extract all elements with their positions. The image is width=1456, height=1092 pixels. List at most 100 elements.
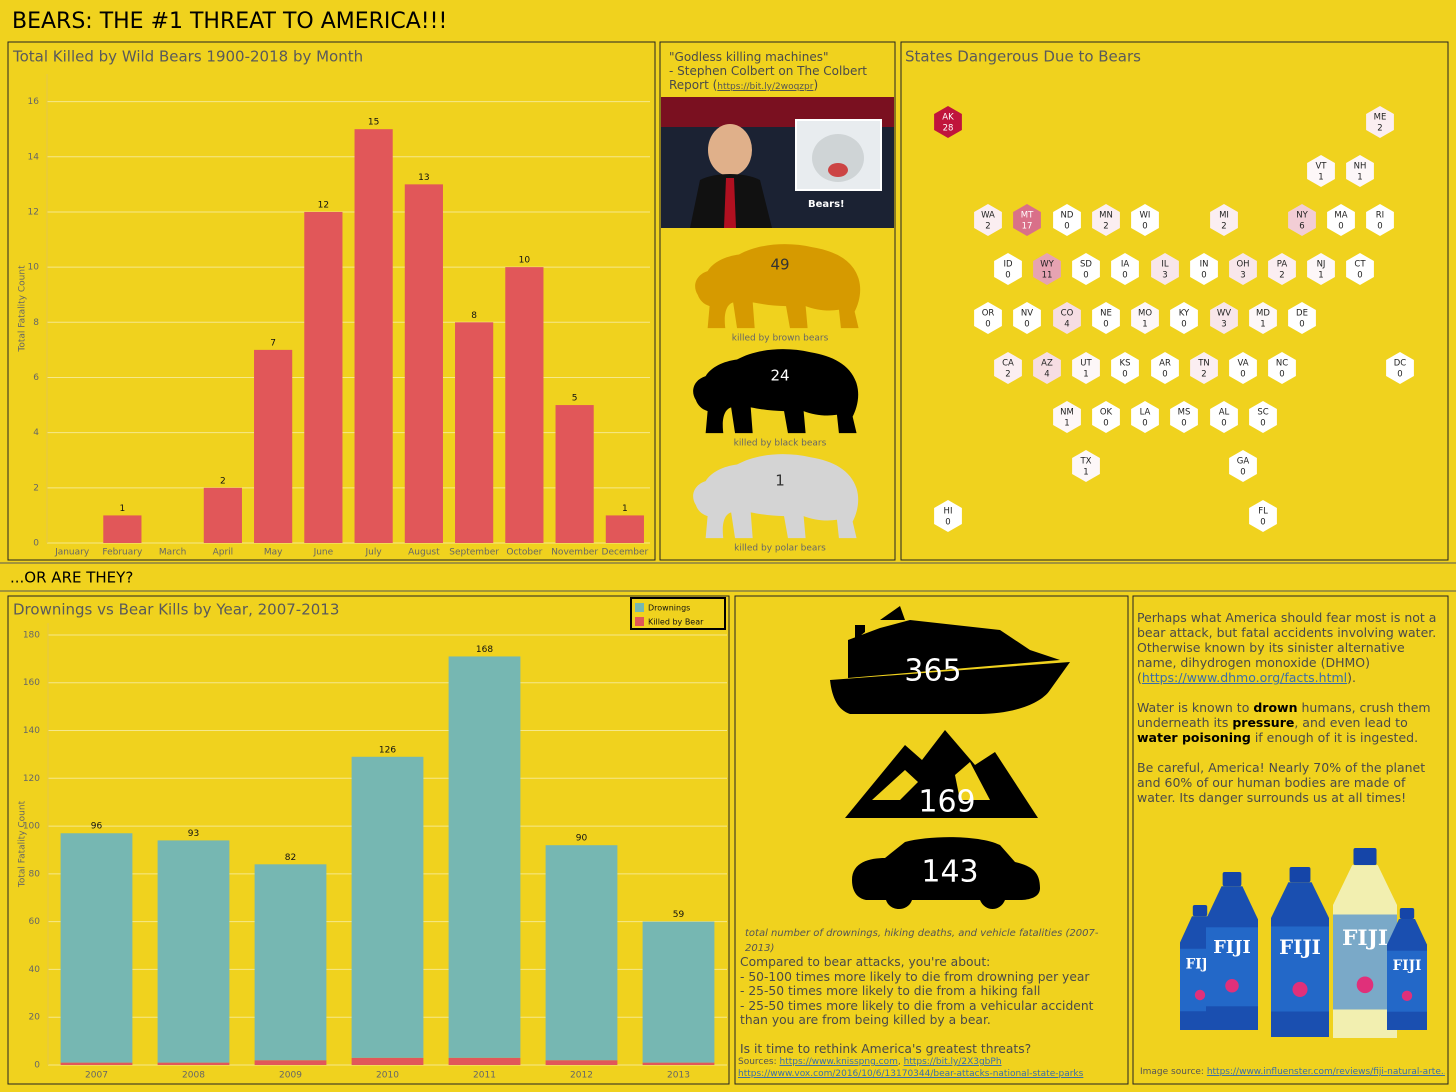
state-abbr: IL (1161, 260, 1169, 270)
bottle: FIJI (1206, 872, 1258, 1030)
x-tick-label: June (313, 548, 334, 558)
state-hex (974, 204, 1002, 236)
map-title: States Dangerous Due to Bears (905, 48, 1141, 66)
link[interactable]: https://www.dhmo.org/facts.html (1141, 670, 1348, 685)
state-hex (1013, 204, 1041, 236)
state-value: 0 (1122, 271, 1127, 281)
x-tick-label: 2012 (570, 1071, 593, 1081)
bar-segment (254, 864, 327, 1061)
state-hex (1346, 253, 1374, 285)
bar (505, 267, 544, 543)
y-tick-label: 12 (28, 207, 39, 217)
x-tick-label: September (449, 548, 499, 558)
bar-segment (351, 1057, 424, 1065)
state-hex (1013, 302, 1041, 334)
bear-silhouette (693, 454, 859, 539)
state-hex (1229, 253, 1257, 285)
state-abbr: MT (1021, 211, 1034, 221)
state-abbr: AK (942, 113, 954, 123)
threat-icons (830, 606, 1070, 909)
y-tick-label: 180 (23, 630, 40, 640)
x-tick-label: January (54, 548, 90, 558)
state-abbr: OH (1236, 260, 1249, 270)
state-abbr: NH (1354, 162, 1367, 172)
section-title: ...OR ARE THEY? (10, 569, 133, 587)
state-value: 3 (1162, 271, 1167, 281)
state-value: 2 (1201, 370, 1206, 380)
bear-label: killed by brown bears (732, 334, 829, 344)
data-label: 59 (673, 910, 685, 920)
y-tick-label: 4 (33, 428, 39, 438)
state-value: 0 (1240, 370, 1245, 380)
x-tick-label: 2010 (376, 1071, 399, 1081)
state-abbr: HI (944, 507, 953, 517)
bar-segment (254, 1060, 327, 1065)
state-value: 6 (1299, 222, 1304, 232)
sources: Sources: https://www.knisspng.com, https… (738, 1056, 1126, 1080)
threat-count: 169 (918, 785, 975, 820)
state-hex (1327, 204, 1355, 236)
quote: "Godless killing machines" - Stephen Col… (669, 50, 891, 94)
state-hex (1111, 352, 1139, 384)
state-abbr: NJ (1317, 260, 1326, 270)
image-source-link[interactable]: https://www.influenster.com/reviews/fiji… (1206, 1067, 1445, 1077)
x-tick-label: 2009 (279, 1071, 302, 1081)
state-abbr: AL (1219, 408, 1230, 418)
source-link[interactable]: https://www.knisspng.com (779, 1057, 898, 1067)
state-value: 1 (1083, 468, 1088, 478)
source-link[interactable]: https://www.vox.com/2016/10/6/13170344/b… (738, 1069, 1084, 1079)
bottle-band (1206, 927, 1258, 1007)
state-abbr: RI (1376, 211, 1384, 221)
data-label: 1 (120, 504, 126, 514)
state-abbr: DE (1296, 309, 1308, 319)
x-tick-label: May (264, 548, 283, 558)
source-link[interactable]: https://bit.ly/2X3gbPh (903, 1057, 1002, 1067)
state-abbr: ID (1003, 260, 1013, 270)
x-tick-label: November (551, 548, 598, 558)
legend-swatch (635, 617, 644, 626)
state-hex (934, 500, 962, 532)
bar-segment (351, 756, 424, 1058)
state-hex (1288, 204, 1316, 236)
bear-count: 1 (775, 472, 785, 490)
state-hex (1170, 401, 1198, 433)
state-hex (974, 302, 1002, 334)
bear-count: 49 (770, 256, 789, 274)
bottle-flower (1401, 990, 1413, 1002)
state-value: 0 (1299, 320, 1304, 330)
x-tick-label: February (102, 548, 143, 558)
paragraph: Water is known to drown humans, crush th… (1137, 700, 1443, 745)
quote-link[interactable]: https://bit.ly/2woqzpr (717, 82, 814, 92)
state-hex (1268, 253, 1296, 285)
y-tick-label: 80 (29, 869, 41, 879)
bar-segment (448, 656, 521, 1058)
text: if enough of it is ingested. (1250, 730, 1419, 745)
state-abbr: TN (1197, 359, 1210, 369)
state-abbr: IA (1121, 260, 1130, 270)
state-abbr: SC (1257, 408, 1268, 418)
threat-text: Compared to bear attacks, you're about: … (740, 955, 1120, 1056)
legend-swatch (635, 603, 644, 612)
state-hex (1190, 253, 1218, 285)
state-value: 11 (1042, 271, 1053, 281)
state-value: 0 (1122, 370, 1127, 380)
state-abbr: MA (1334, 211, 1347, 221)
threat-caption: total number of drownings, hiking deaths… (745, 928, 1099, 954)
bottle-band (1333, 914, 1397, 1010)
x-tick-label: August (408, 548, 440, 558)
state-abbr: WY (1040, 260, 1054, 270)
panel (7, 41, 656, 561)
state-abbr: CO (1061, 309, 1074, 319)
data-label: 93 (188, 829, 199, 839)
state-hex (1170, 302, 1198, 334)
x-tick-label: April (213, 548, 234, 558)
legend-box (630, 597, 726, 630)
state-abbr: LA (1140, 408, 1151, 418)
bold-text: drown (1253, 700, 1298, 715)
bottle-band (1271, 926, 1329, 1012)
y-tick-label: 140 (23, 726, 40, 736)
threat-line: - 25-50 times more likely to die from a … (740, 984, 1041, 998)
y-axis-label: Total Fatality Count (18, 265, 28, 353)
state-value: 0 (1357, 271, 1362, 281)
